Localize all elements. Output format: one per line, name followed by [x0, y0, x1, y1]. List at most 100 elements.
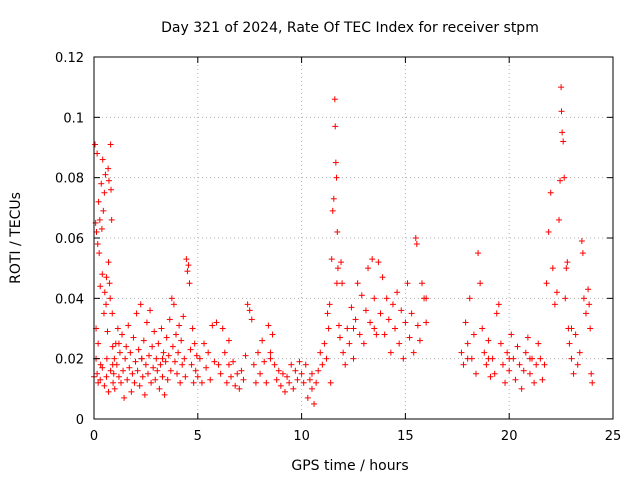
data-point — [292, 367, 299, 374]
data-point — [103, 274, 110, 281]
data-point — [115, 340, 122, 347]
data-point — [485, 355, 492, 362]
data-point — [315, 367, 322, 374]
data-point — [105, 259, 112, 266]
data-point — [558, 84, 565, 91]
data-point — [133, 310, 140, 317]
data-point — [553, 289, 560, 296]
data-point — [99, 364, 106, 371]
data-point — [402, 319, 409, 326]
data-point — [319, 361, 326, 368]
data-point — [95, 198, 102, 205]
data-point — [109, 343, 116, 350]
data-point — [189, 325, 196, 332]
data-point — [298, 370, 305, 377]
data-point — [225, 337, 232, 344]
data-point — [506, 355, 513, 362]
data-point — [277, 382, 284, 389]
data-point — [290, 385, 297, 392]
data-point — [485, 337, 492, 344]
data-point — [545, 228, 552, 235]
data-point — [392, 325, 399, 332]
data-point — [566, 340, 573, 347]
data-point — [339, 280, 346, 287]
y-tick-label: 0.08 — [55, 172, 84, 187]
data-point — [350, 325, 357, 332]
data-point — [221, 349, 228, 356]
data-point — [108, 186, 115, 193]
data-point — [152, 376, 159, 383]
data-point — [570, 370, 577, 377]
data-point — [127, 349, 134, 356]
data-point — [103, 301, 110, 308]
data-point — [207, 376, 214, 383]
data-point — [524, 334, 531, 341]
data-point — [269, 331, 276, 338]
data-point — [255, 349, 262, 356]
data-point — [188, 361, 195, 368]
data-point — [257, 370, 264, 377]
data-point — [526, 370, 533, 377]
data-point — [113, 361, 120, 368]
data-point — [352, 316, 359, 323]
data-point — [367, 319, 374, 326]
data-point — [396, 340, 403, 347]
data-point — [327, 379, 334, 386]
data-point — [504, 349, 511, 356]
y-tick-label: 0.06 — [55, 232, 84, 247]
data-point — [350, 355, 357, 362]
data-point — [179, 361, 186, 368]
data-point — [354, 280, 361, 287]
data-point — [423, 295, 430, 302]
data-point — [126, 364, 133, 371]
data-point — [219, 325, 226, 332]
data-point — [246, 307, 253, 314]
data-point — [135, 346, 142, 353]
data-point — [101, 382, 108, 389]
data-point — [466, 295, 473, 302]
data-point — [332, 159, 339, 166]
data-point — [547, 189, 554, 196]
data-point — [464, 355, 471, 362]
data-point — [177, 379, 184, 386]
data-point — [159, 373, 166, 380]
chart-title: Day 321 of 2024, Rate Of TEC Index for r… — [161, 20, 539, 36]
data-point — [150, 364, 157, 371]
data-point — [559, 129, 566, 136]
data-point — [557, 177, 564, 184]
data-point — [96, 216, 103, 223]
data-point — [194, 373, 201, 380]
x-tick-label: 25 — [605, 429, 622, 444]
data-point — [217, 370, 224, 377]
data-point — [107, 367, 114, 374]
data-point — [340, 349, 347, 356]
data-point — [383, 295, 390, 302]
data-point — [394, 289, 401, 296]
data-point — [564, 259, 571, 266]
data-point — [562, 295, 569, 302]
data-point — [576, 349, 583, 356]
data-point — [585, 286, 592, 293]
data-point — [163, 334, 170, 341]
x-tick-label: 15 — [397, 429, 414, 444]
data-point — [499, 361, 506, 368]
data-point — [111, 385, 118, 392]
data-point — [223, 379, 230, 386]
data-point — [508, 331, 515, 338]
data-point — [138, 355, 145, 362]
data-point — [244, 301, 251, 308]
data-point — [119, 331, 126, 338]
data-point — [516, 361, 523, 368]
data-point — [561, 174, 568, 181]
data-point — [328, 256, 335, 263]
data-point — [205, 349, 212, 356]
data-point — [122, 355, 129, 362]
data-point — [586, 301, 593, 308]
data-point — [160, 349, 167, 356]
data-point — [281, 388, 288, 395]
data-point — [128, 388, 135, 395]
data-point — [167, 367, 174, 374]
data-point — [533, 361, 540, 368]
data-point — [342, 361, 349, 368]
data-point — [121, 394, 128, 401]
